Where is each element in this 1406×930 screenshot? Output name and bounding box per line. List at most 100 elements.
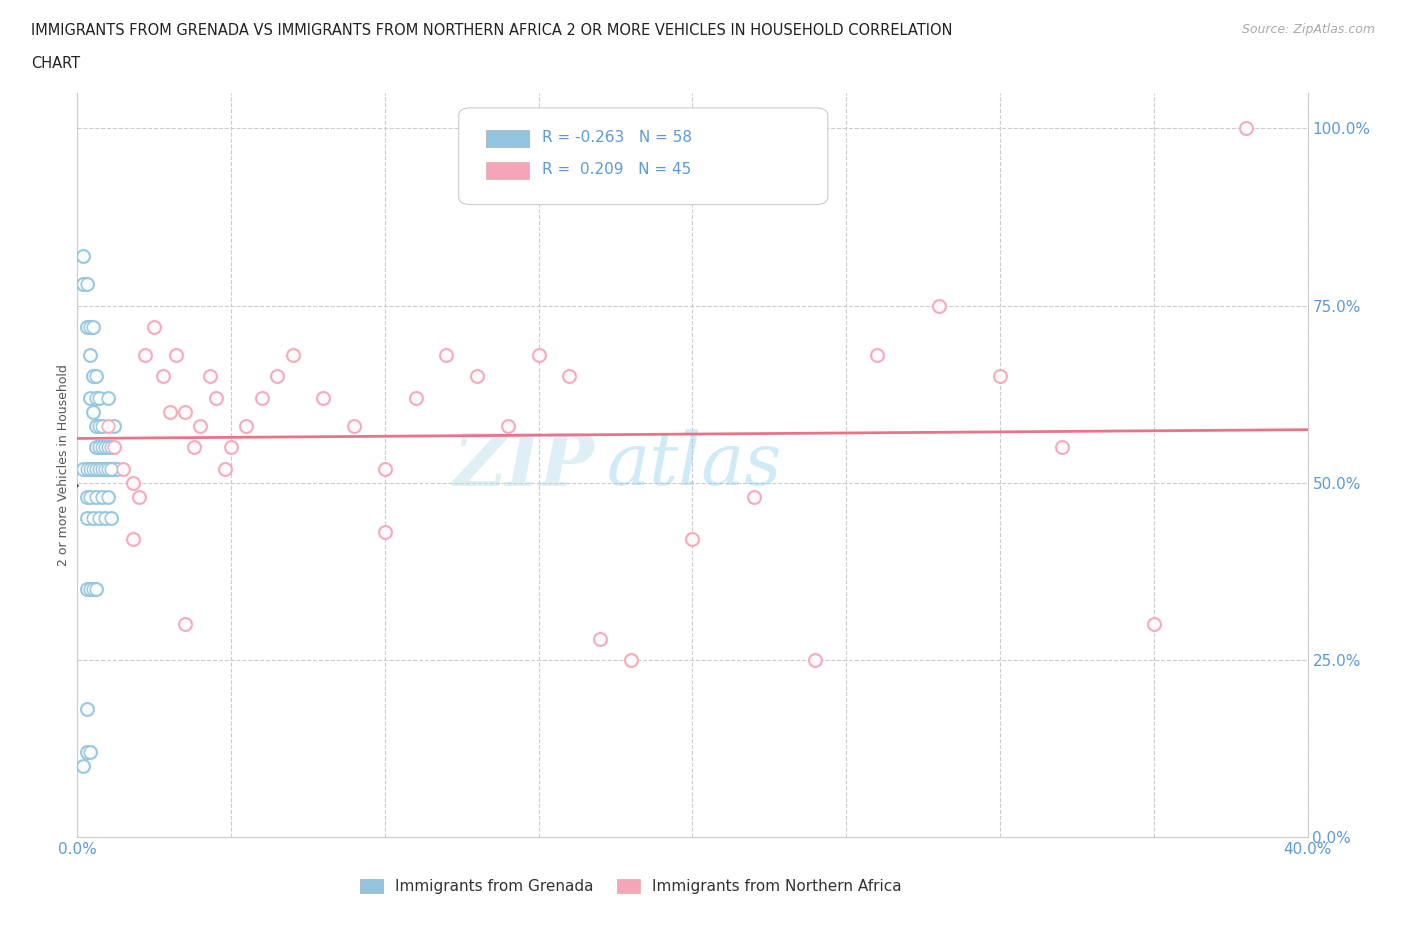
- Point: [374, 525, 396, 539]
- Point: [76, 745, 98, 760]
- Point: [866, 348, 889, 363]
- Point: [72, 248, 94, 263]
- Point: [97, 461, 120, 476]
- Point: [72, 461, 94, 476]
- Point: [76, 277, 98, 292]
- Point: [87, 440, 110, 455]
- Point: [165, 348, 187, 363]
- Text: CHART: CHART: [31, 56, 80, 71]
- Point: [79, 489, 101, 504]
- Point: [90, 440, 114, 455]
- Point: [188, 418, 212, 433]
- Point: [94, 461, 117, 476]
- Point: [103, 440, 125, 455]
- Point: [84, 440, 107, 455]
- Point: [87, 418, 110, 433]
- Point: [219, 440, 242, 455]
- Point: [84, 418, 107, 433]
- Point: [988, 369, 1011, 384]
- Point: [100, 440, 122, 455]
- Point: [281, 348, 304, 363]
- Point: [1234, 121, 1257, 136]
- Point: [235, 418, 257, 433]
- Point: [198, 369, 221, 384]
- Point: [76, 511, 98, 525]
- Text: IMMIGRANTS FROM GRENADA VS IMMIGRANTS FROM NORTHERN AFRICA 2 OR MORE VEHICLES IN: IMMIGRANTS FROM GRENADA VS IMMIGRANTS FR…: [31, 23, 952, 38]
- Point: [82, 581, 104, 596]
- Point: [281, 348, 304, 363]
- Point: [105, 461, 128, 476]
- Point: [79, 391, 101, 405]
- Point: [90, 418, 114, 433]
- Point: [82, 581, 104, 596]
- Point: [928, 299, 950, 313]
- Point: [100, 461, 122, 476]
- Point: [121, 532, 143, 547]
- Text: R = -0.263   N = 58: R = -0.263 N = 58: [543, 130, 692, 145]
- Point: [82, 369, 104, 384]
- Point: [82, 369, 104, 384]
- Point: [134, 348, 156, 363]
- Point: [84, 461, 107, 476]
- Point: [198, 369, 221, 384]
- Point: [90, 489, 114, 504]
- Point: [87, 440, 110, 455]
- Point: [90, 461, 114, 476]
- Point: [79, 319, 101, 334]
- Point: [589, 631, 612, 646]
- Point: [174, 617, 197, 631]
- Point: [589, 631, 612, 646]
- Point: [343, 418, 366, 433]
- Point: [97, 461, 120, 476]
- Point: [465, 369, 488, 384]
- Point: [82, 511, 104, 525]
- Text: ZIP: ZIP: [453, 430, 595, 500]
- Point: [143, 319, 166, 334]
- Point: [97, 418, 120, 433]
- Point: [620, 653, 643, 668]
- Point: [527, 348, 550, 363]
- Point: [84, 391, 107, 405]
- Point: [72, 461, 94, 476]
- Point: [152, 369, 174, 384]
- Point: [100, 511, 122, 525]
- Y-axis label: 2 or more Vehicles in Household: 2 or more Vehicles in Household: [58, 364, 70, 566]
- Point: [682, 532, 704, 547]
- Point: [90, 489, 114, 504]
- Text: Source: ZipAtlas.com: Source: ZipAtlas.com: [1241, 23, 1375, 36]
- Point: [219, 440, 242, 455]
- Point: [374, 461, 396, 476]
- Point: [134, 348, 156, 363]
- Point: [79, 391, 101, 405]
- Point: [76, 511, 98, 525]
- Point: [105, 461, 128, 476]
- Point: [121, 475, 143, 490]
- Point: [82, 319, 104, 334]
- Point: [90, 461, 114, 476]
- Point: [112, 461, 135, 476]
- Point: [87, 461, 110, 476]
- Point: [79, 581, 101, 596]
- Point: [343, 418, 366, 433]
- Point: [94, 461, 117, 476]
- Point: [100, 511, 122, 525]
- Point: [682, 532, 704, 547]
- Point: [121, 475, 143, 490]
- Point: [82, 319, 104, 334]
- Point: [72, 759, 94, 774]
- Point: [405, 391, 427, 405]
- Point: [97, 461, 120, 476]
- Point: [72, 248, 94, 263]
- Bar: [486, 130, 529, 147]
- Point: [90, 440, 114, 455]
- Point: [1050, 440, 1073, 455]
- Point: [1143, 617, 1166, 631]
- Point: [988, 369, 1011, 384]
- Point: [214, 461, 236, 476]
- Point: [496, 418, 519, 433]
- Point: [76, 319, 98, 334]
- Legend: Immigrants from Grenada, Immigrants from Northern Africa: Immigrants from Grenada, Immigrants from…: [354, 872, 908, 900]
- Point: [742, 489, 765, 504]
- Point: [84, 461, 107, 476]
- Point: [620, 653, 643, 668]
